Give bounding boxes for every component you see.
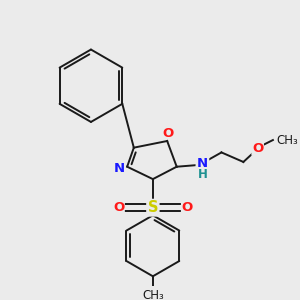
Text: CH₃: CH₃ [142,289,164,300]
Text: O: O [163,127,174,140]
Text: N: N [197,158,208,170]
Text: S: S [148,200,158,215]
Text: O: O [252,142,263,155]
Text: H: H [197,168,207,181]
Text: O: O [182,201,193,214]
Text: O: O [113,201,124,214]
Text: CH₃: CH₃ [277,134,298,146]
Text: N: N [114,162,125,175]
